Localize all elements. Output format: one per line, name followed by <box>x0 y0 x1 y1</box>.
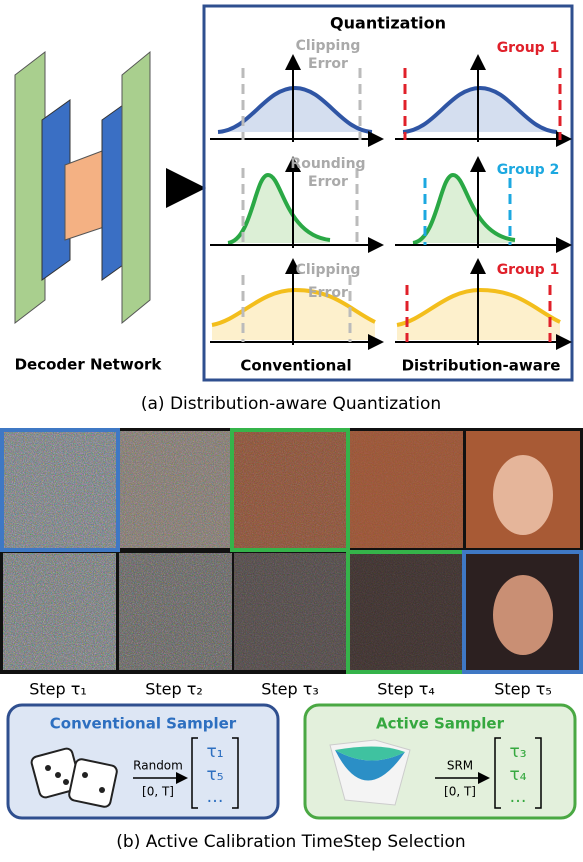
active-sampler: Active Sampler SRM [0, T] τ₃ τ₄ … <box>305 705 575 818</box>
group-label: Group 1 <box>497 262 560 278</box>
figure: Decoder Network Quantization Clipping Er… <box>0 0 583 858</box>
step-label: Step τ₃ <box>261 680 319 699</box>
caption: (a) Distribution-aware Quantization <box>141 394 441 414</box>
sampler-range: [0, T] <box>142 785 174 799</box>
conventional-sampler: Conventional Sampler Random [0, T] τ₁ τ₅… <box>8 705 278 818</box>
sampler-method: Random <box>133 759 183 773</box>
selected-step: … <box>510 787 527 807</box>
sampler-title: Active Sampler <box>376 715 505 733</box>
selected-step: τ₅ <box>206 765 223 785</box>
distribution-plots <box>210 58 568 345</box>
error-label: Error <box>308 56 348 72</box>
column-label: Distribution-aware <box>402 357 561 375</box>
step-label: Step τ₂ <box>145 680 203 699</box>
sampler-range: [0, T] <box>444 785 476 799</box>
column-label: Conventional <box>240 357 351 375</box>
caption: (b) Active Calibration TimeStep Selectio… <box>116 832 465 852</box>
error-label: Rounding <box>290 156 365 172</box>
group-label: Group 1 <box>497 40 560 56</box>
error-label: Clipping <box>296 38 361 54</box>
selected-step: τ₃ <box>509 742 526 762</box>
group-label: Group 2 <box>497 162 560 178</box>
step-label: Step τ₄ <box>377 680 435 699</box>
selected-step: τ₄ <box>509 765 526 785</box>
step-label: Step τ₅ <box>494 680 552 699</box>
image-grid <box>0 428 583 674</box>
page: Decoder Network Quantization Clipping Er… <box>0 0 583 858</box>
quantization-title: Quantization <box>330 14 446 33</box>
step-label: Step τ₁ <box>29 680 87 699</box>
error-label: Clipping <box>296 262 361 278</box>
network-label: Decoder Network <box>15 356 163 374</box>
sampler-method: SRM <box>447 759 473 773</box>
error-label: Error <box>308 285 348 301</box>
sampler-title: Conventional Sampler <box>50 715 237 733</box>
error-label: Error <box>308 174 348 190</box>
selected-step: … <box>207 787 224 807</box>
selected-step: τ₁ <box>206 742 223 762</box>
decoder-network <box>15 52 150 323</box>
